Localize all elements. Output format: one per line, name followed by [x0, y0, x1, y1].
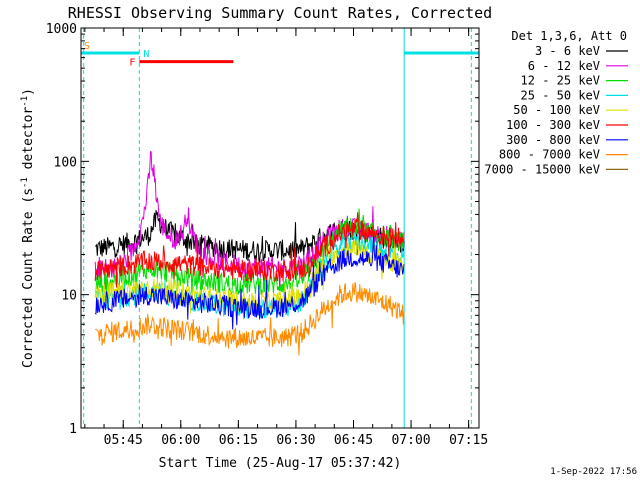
x-tick-label: 06:00 [161, 433, 200, 448]
legend-entry-label: 100 - 300 keV [506, 118, 600, 132]
x-tick-label: 07:15 [449, 433, 488, 448]
legend-entry-label: 50 - 100 keV [513, 103, 600, 117]
series-line-7 [94, 282, 405, 356]
x-tick-label: 06:15 [219, 433, 258, 448]
legend-entry-label: 25 - 50 keV [521, 88, 600, 102]
legend-entry-label: 7000 - 15000 keV [484, 162, 600, 176]
x-tick-label: 06:30 [276, 433, 315, 448]
footer-date: 1-Sep-2022 17:56 [550, 467, 637, 477]
flag-label-f: F [129, 58, 135, 69]
series-line-4 [94, 237, 405, 314]
flag-label-s: S [84, 41, 90, 52]
legend-header: Det 1,3,6, Att 0 [511, 29, 627, 43]
series-lines [94, 151, 405, 356]
chart-title: RHESSI Observing Summary Count Rates, Co… [68, 4, 492, 22]
plot-area: S NF [80, 28, 479, 428]
x-tick-label: 07:00 [391, 433, 430, 448]
y-tick-label: 10 [61, 289, 77, 304]
observing-flag-bars: S NF [81, 41, 479, 69]
y-axis: 1 10 100 1000 [46, 22, 479, 437]
y-tick-label: 100 [54, 155, 77, 170]
y-axis-label-end: ) [21, 88, 36, 96]
series-line-5 [94, 212, 405, 288]
legend-entry-label: 3 - 6 keV [535, 44, 600, 58]
series-line-1 [94, 151, 405, 291]
plot-frame [80, 27, 480, 429]
y-axis-label: Corrected Count Rate (s-1 detector-1) [20, 88, 36, 368]
legend-entry-label: 800 - 7000 keV [499, 148, 600, 162]
y-axis-label-sup1: -1 [20, 177, 30, 188]
x-tick-label: 06:45 [334, 433, 373, 448]
y-axis-label-mid: detector [21, 107, 36, 178]
legend-entry-label: 300 - 800 keV [506, 133, 600, 147]
y-axis-label-sup2: -1 [20, 96, 30, 107]
series-line-6 [94, 235, 405, 330]
flag-label-n: N [143, 49, 149, 60]
x-axis-label: Start Time (25-Aug-17 05:37:42) [159, 456, 402, 471]
y-tick-label: 1000 [46, 22, 77, 37]
x-axis: 05:45 06:00 06:15 06:30 06:45 07:00 07:15 [84, 28, 488, 448]
x-tick-label: 05:45 [104, 433, 143, 448]
legend-entry-label: 12 - 25 keV [521, 74, 600, 88]
y-tick-label: 1 [69, 422, 77, 437]
y-axis-label-main: Corrected Count Rate (s [21, 188, 36, 368]
legend-entry-label: 6 - 12 keV [528, 59, 600, 73]
